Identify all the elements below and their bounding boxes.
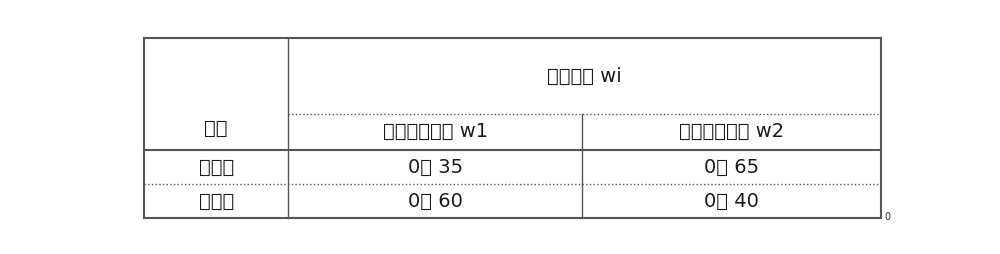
Text: 指标权重 wi: 指标权重 wi — [547, 67, 622, 86]
Text: 0． 65: 0． 65 — [704, 157, 759, 177]
Text: 平峰期: 平峰期 — [199, 192, 234, 211]
Text: 平均停车次数 w1: 平均停车次数 w1 — [383, 122, 488, 141]
Text: 0． 60: 0． 60 — [408, 192, 463, 211]
Text: 0． 40: 0． 40 — [704, 192, 759, 211]
Text: 0． 35: 0． 35 — [408, 157, 463, 177]
Text: 时段: 时段 — [204, 119, 228, 138]
Text: 高峰期: 高峰期 — [199, 157, 234, 177]
Text: 平均行程时间 w2: 平均行程时间 w2 — [679, 122, 784, 141]
Text: 0: 0 — [885, 212, 891, 222]
